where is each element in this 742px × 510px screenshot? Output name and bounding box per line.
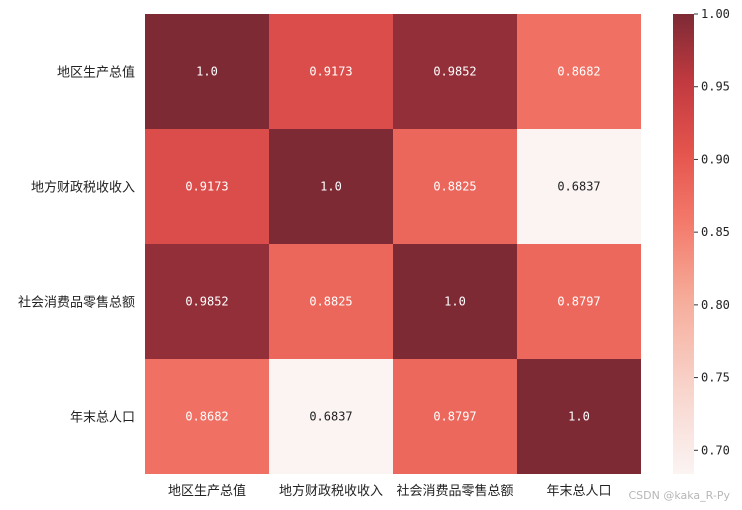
heatmap-cell	[145, 359, 269, 474]
cell-value-label: 0.9173	[185, 180, 228, 194]
heatmap-cell	[269, 244, 393, 359]
heatmap-cell	[393, 359, 517, 474]
cell-value-label: 0.8797	[433, 410, 476, 424]
y-tick-label: 地区生产总值	[57, 65, 135, 81]
heatmap-cell	[393, 244, 517, 359]
colorbar-tick-label: 0.70	[701, 443, 730, 457]
x-tick-labels: 地区生产总值 地方财政税收收入 社会消费品零售总额 年末总人口	[168, 483, 612, 499]
x-tick-label: 年末总人口	[546, 484, 611, 499]
x-tick-label: 地方财政税收收入	[279, 483, 383, 499]
cell-value-label: 0.6837	[309, 410, 352, 424]
heatmap-cell	[269, 129, 393, 244]
y-tick-label: 社会消费品零售总额	[18, 295, 135, 311]
heatmap-cells: 1.0 0.9173 0.9852 0.8682 0.9173 1.0 0.8825 0.68…	[145, 14, 641, 474]
cell-value-label: 0.8825	[309, 295, 352, 309]
heatmap-cell	[145, 14, 269, 129]
cell-value-label: 1.0	[444, 295, 466, 309]
heatmap-cell	[517, 14, 641, 129]
heatmap-cell	[517, 359, 641, 474]
heatmap-cell	[145, 244, 269, 359]
colorbar-tick-label: 0.95	[701, 80, 730, 94]
cell-value-label: 0.9852	[433, 65, 476, 79]
heatmap-cell	[517, 244, 641, 359]
heatmap-cell	[517, 129, 641, 244]
cell-value-label: 0.8797	[557, 295, 600, 309]
cell-value-label: 0.8682	[557, 65, 600, 79]
x-tick-label: 地区生产总值	[168, 483, 246, 499]
cell-value-label: 0.9173	[309, 65, 352, 79]
heatmap-cell	[269, 359, 393, 474]
colorbar-tick-label: 0.90	[701, 152, 730, 166]
heatmap-cell	[393, 129, 517, 244]
colorbar-tick-label: 0.75	[701, 371, 730, 385]
colorbar-tick-label: 0.85	[701, 225, 730, 239]
heatmap-cell	[393, 14, 517, 129]
cell-value-label: 0.6837	[557, 180, 600, 194]
cell-value-label: 1.0	[320, 180, 342, 194]
cell-value-label: 1.0	[568, 410, 590, 424]
x-tick-label: 社会消费品零售总额	[396, 483, 513, 499]
colorbar	[673, 14, 694, 474]
colorbar-tick-label: 1.00	[701, 7, 730, 21]
cell-value-label: 0.8825	[433, 180, 476, 194]
cell-value-label: 1.0	[196, 65, 218, 79]
y-tick-label: 年末总人口	[70, 411, 135, 426]
heatmap-cell	[145, 129, 269, 244]
y-tick-label: 地方财政税收收入	[31, 180, 135, 196]
colorbar-ticks: 0.70 0.75 0.80 0.85 0.90 0.95 1.00	[694, 7, 730, 457]
watermark: CSDN @kaka_R-Py	[628, 489, 730, 502]
cell-value-label: 0.8682	[185, 410, 228, 424]
heatmap-cell	[269, 14, 393, 129]
cell-value-label: 0.9852	[185, 295, 228, 309]
colorbar-tick-label: 0.80	[701, 298, 730, 312]
